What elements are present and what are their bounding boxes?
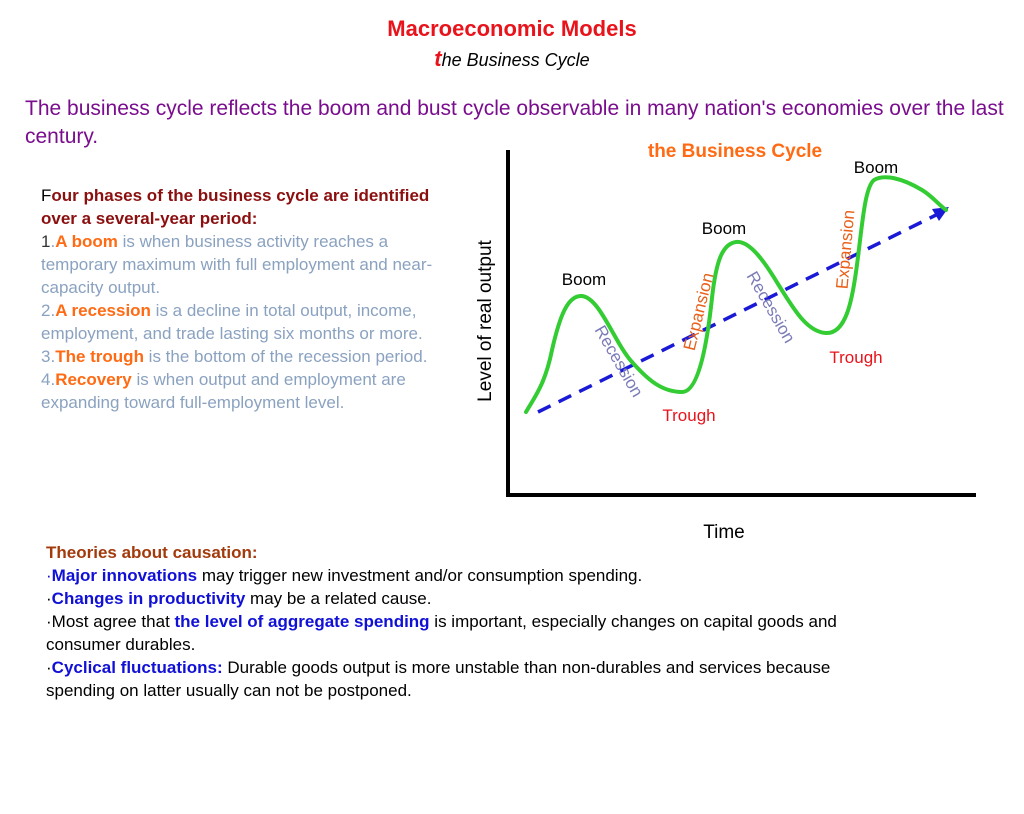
phase-number: 1 <box>41 232 51 251</box>
trough-label-2: Trough <box>829 348 882 367</box>
boom-label-3: Boom <box>854 158 898 177</box>
y-axis-label: Level of real output <box>475 239 496 401</box>
trend-line <box>537 212 939 414</box>
theory-term: the level of aggregate spending <box>174 612 430 631</box>
x-axis-label: Time <box>703 522 745 543</box>
bullet: · <box>46 566 52 585</box>
phase-term: A recession <box>55 301 151 320</box>
phase-number: 4. <box>41 370 56 389</box>
theory-item: ·Major innovations may trigger new inves… <box>46 564 876 587</box>
phase-item-trough: 3.The trough is the bottom of the recess… <box>41 345 461 368</box>
phase-description: is the bottom of the recession period. <box>143 347 428 366</box>
phase-item-recession: 2.A recession is a decline in total outp… <box>41 299 461 345</box>
phases-list: Four phases of the business cycle are id… <box>41 184 461 414</box>
phase-number: 3. <box>41 347 56 366</box>
phase-term: The trough <box>55 347 144 366</box>
phase-item-boom: 1.A boom is when business activity reach… <box>41 230 461 299</box>
phase-description: is when business activity reaches a temp… <box>41 232 433 297</box>
boom-label-1: Boom <box>562 270 606 289</box>
theory-term: Cyclical fluctuations: <box>51 658 223 677</box>
page-title: Macroeconomic Models <box>387 16 637 41</box>
theory-text: may trigger new investment and/or consum… <box>197 566 643 585</box>
phases-heading: Four phases of the business cycle are id… <box>41 184 461 230</box>
theory-item: ·Cyclical fluctuations: Durable goods ou… <box>46 656 876 702</box>
phase-description: is when output and employment are expand… <box>41 370 406 412</box>
theory-item: ·Changes in productivity may be a relate… <box>46 587 876 610</box>
theory-text-pre: Most agree that <box>51 612 175 631</box>
phases-heading-first: F <box>41 186 52 205</box>
theory-term: Major innovations <box>51 566 198 585</box>
bullet: · <box>46 612 52 631</box>
recession-label-1: Recession <box>591 322 647 400</box>
bullet: · <box>46 589 52 608</box>
intro-text: The business cycle reflects the boom and… <box>25 97 1004 148</box>
diagram-title: the Business Cycle <box>648 141 822 162</box>
theory-item: ·Most agree that the level of aggregate … <box>46 610 876 656</box>
subtitle-first-letter: t <box>434 46 442 71</box>
phase-number: 2. <box>41 301 56 320</box>
theories-section: Theories about causation: ·Major innovat… <box>46 541 876 702</box>
trough-label-1: Trough <box>662 406 715 425</box>
page-subtitle: the Business Cycle <box>0 46 1024 72</box>
cycle-curve <box>524 175 948 414</box>
phase-description: is a decline in total output, income, em… <box>41 301 423 343</box>
theory-term: Changes in productivity <box>51 589 246 608</box>
theories-heading: Theories about causation: <box>46 543 258 562</box>
phase-term: A boom <box>55 232 118 251</box>
subtitle-text: he Business Cycle <box>441 50 590 70</box>
boom-label-2: Boom <box>702 219 746 238</box>
phase-term: Recovery <box>55 370 132 389</box>
phase-item-recovery: 4.Recovery is when output and employment… <box>41 368 461 414</box>
theory-text: is important, especially changes on capi… <box>46 612 837 654</box>
bullet: · <box>46 658 52 677</box>
theory-text: Durable goods output is more unstable th… <box>46 658 831 700</box>
phase-separator: . <box>50 232 56 251</box>
theory-text: may be a related cause. <box>245 589 432 608</box>
phases-heading-text: our phases of the business cycle are ide… <box>41 186 430 228</box>
